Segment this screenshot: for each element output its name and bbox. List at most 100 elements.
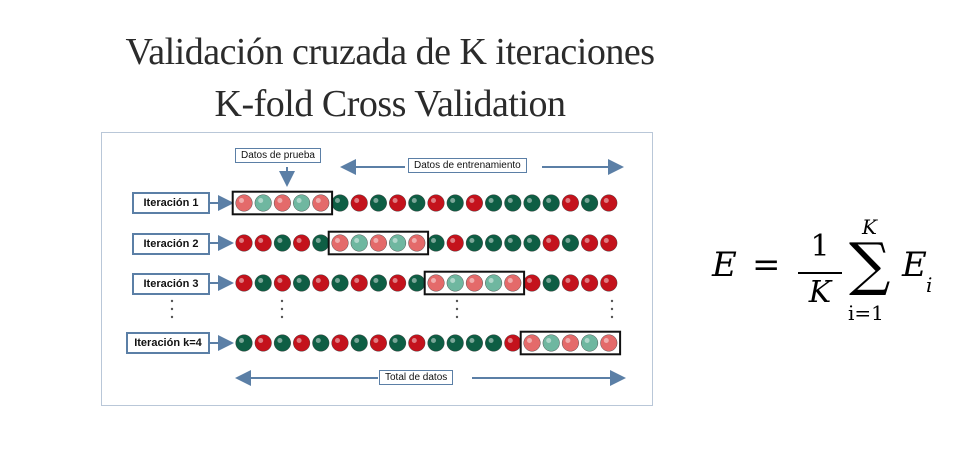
ball-highlight: [354, 338, 360, 343]
train-ball: [504, 234, 522, 252]
ellipsis-dot: [610, 307, 614, 311]
train-ball: [485, 234, 503, 252]
train-ball: [581, 234, 599, 252]
ball-highlight: [546, 338, 552, 343]
ball-highlight: [258, 338, 264, 343]
ball-highlight: [373, 338, 379, 343]
train-ball: [350, 334, 368, 352]
ball-highlight: [239, 338, 244, 343]
test-ball: [465, 274, 483, 292]
ball-highlight: [392, 238, 398, 243]
test-fold-box: [327, 230, 430, 256]
ball-highlight: [527, 278, 532, 283]
ball-highlight: [277, 338, 283, 343]
train-ball: [523, 234, 541, 252]
train-ball: [273, 234, 291, 252]
arrows-group: [210, 159, 626, 386]
iteration-label-1: Iteración 1: [132, 192, 210, 214]
ellipsis-dot: [280, 315, 284, 319]
formula-fraction-bar: [798, 272, 842, 274]
ellipsis-dot: [455, 299, 459, 303]
train-ball: [542, 194, 560, 212]
train-ball: [369, 274, 387, 292]
ball-highlight: [277, 278, 283, 283]
ball-highlight: [546, 198, 552, 203]
ellipsis-dot: [280, 299, 284, 303]
formula-sum-lower: i=1: [848, 301, 884, 325]
train-ball: [293, 274, 311, 292]
ball-highlight: [239, 238, 244, 243]
train-ball: [408, 194, 426, 212]
ball-highlight: [335, 278, 340, 283]
ball-highlight: [315, 238, 321, 243]
test-ball: [446, 274, 464, 292]
ball-highlight: [354, 238, 360, 243]
ball-highlight: [565, 238, 571, 243]
ball-highlight: [411, 278, 417, 283]
train-ball: [312, 234, 330, 252]
ball-highlight: [239, 198, 244, 203]
train-ball: [504, 194, 522, 212]
train-ball: [293, 334, 311, 352]
train-ball: [485, 194, 503, 212]
train-ball: [235, 274, 253, 292]
train-ball: [350, 194, 368, 212]
ball-highlight: [296, 238, 302, 243]
ball-highlight: [258, 238, 264, 243]
ball-highlight: [469, 198, 475, 203]
test-ball: [523, 334, 541, 352]
train-ball: [408, 274, 426, 292]
ball-highlight: [335, 238, 340, 243]
ball-highlight: [546, 238, 552, 243]
ball-highlight: [507, 238, 513, 243]
kfold-diagram-canvas: [170, 159, 626, 386]
ball-highlight: [488, 338, 494, 343]
formula-lhs: E: [712, 245, 737, 285]
train-ball: [561, 234, 579, 252]
test-ball: [542, 334, 560, 352]
train-ball: [600, 274, 618, 292]
train-ball: [273, 334, 291, 352]
ellipsis-dot: [610, 299, 614, 303]
train-ball: [427, 234, 445, 252]
test-fold-box: [423, 270, 526, 296]
ball-highlight: [488, 238, 494, 243]
test-ball: [254, 194, 272, 212]
train-ball: [331, 194, 349, 212]
train-ball: [446, 234, 464, 252]
train-ball: [273, 274, 291, 292]
ball-highlight: [315, 278, 321, 283]
train-ball: [542, 274, 560, 292]
ball-highlight: [335, 198, 340, 203]
test-data-label: Datos de prueba: [235, 148, 321, 163]
ellipsis-dot: [170, 307, 174, 311]
ellipsis-dot: [280, 307, 284, 311]
ball-highlight: [450, 198, 456, 203]
total-data-label: Total de datos: [379, 370, 454, 385]
test-ball: [331, 234, 349, 252]
test-ball: [312, 194, 330, 212]
ellipsis-dots: [170, 299, 614, 319]
train-ball: [235, 234, 253, 252]
ball-highlight: [450, 278, 456, 283]
ball-highlight: [277, 238, 283, 243]
train-ball: [331, 274, 349, 292]
ball-highlight: [584, 198, 590, 203]
train-ball: [446, 334, 464, 352]
train-ball: [254, 334, 272, 352]
formula-sum-symbol: ∑: [849, 230, 891, 298]
train-ball: [600, 194, 618, 212]
ball-highlight: [411, 198, 417, 203]
test-ball: [293, 194, 311, 212]
test-ball: [350, 234, 368, 252]
ball-highlight: [507, 338, 513, 343]
train-ball: [504, 334, 522, 352]
train-ball: [312, 274, 330, 292]
train-ball: [369, 194, 387, 212]
ball-highlight: [431, 278, 436, 283]
ball-highlight: [373, 238, 379, 243]
ball-highlight: [431, 198, 436, 203]
ball-highlight: [431, 238, 436, 243]
train-ball: [523, 194, 541, 212]
title-line-1: Validación cruzada de K iteraciones: [125, 31, 655, 73]
